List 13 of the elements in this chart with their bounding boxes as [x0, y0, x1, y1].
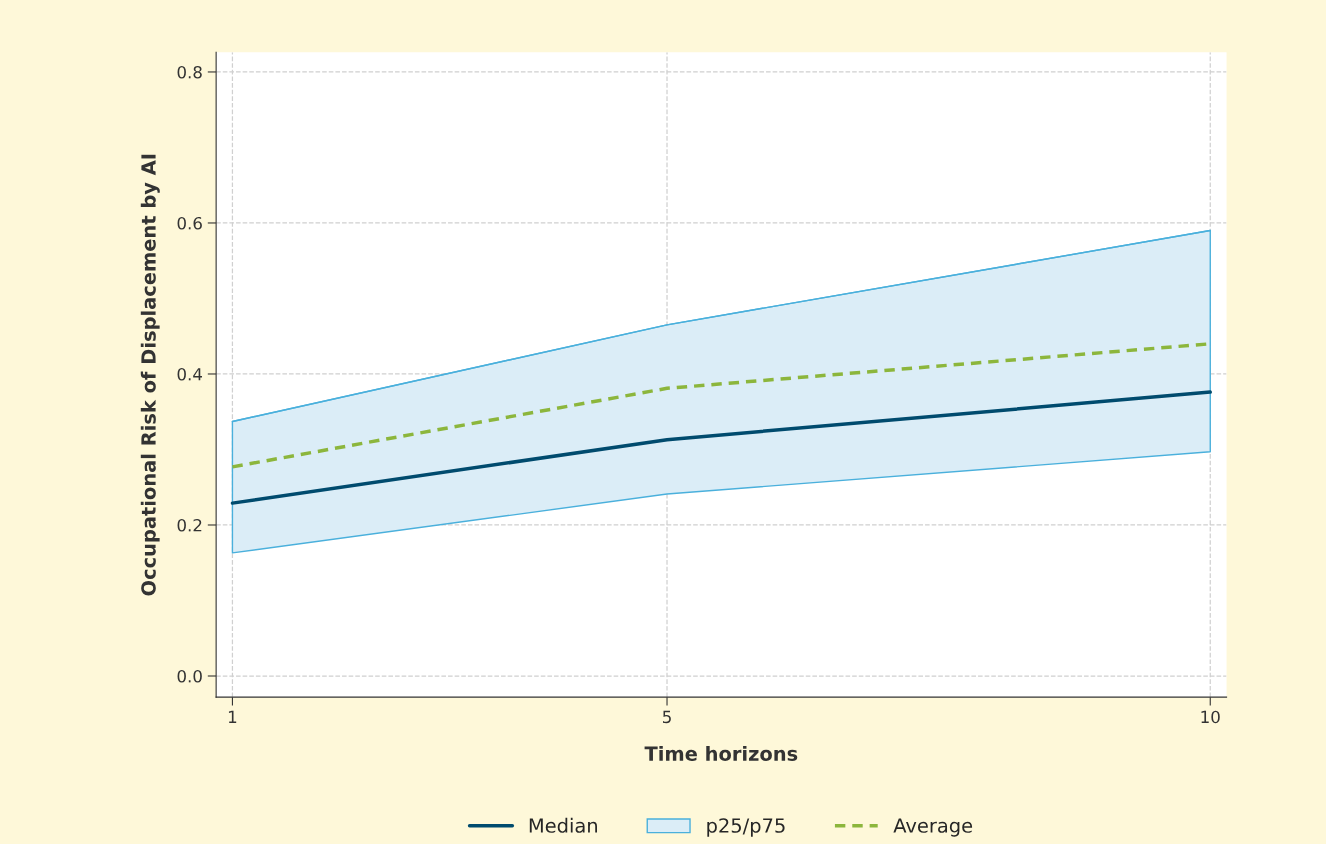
legend-label: p25/p75 — [707, 818, 785, 837]
y-tick-label: 0.2 — [177, 518, 202, 532]
x-axis-title: Time horizons — [644, 745, 798, 761]
x-tick-label: 1 — [228, 710, 237, 723]
legend-label: Average — [893, 818, 973, 837]
x-tick-label: 5 — [663, 710, 671, 724]
y-tick-label: 0.4 — [177, 367, 203, 381]
y-tick-label: 0.8 — [177, 65, 202, 79]
y-tick-label: 0.0 — [177, 669, 202, 683]
x-tick-label: 10 — [1201, 710, 1220, 724]
legend-label: Median — [529, 817, 597, 833]
y-axis-title: Occupational Risk of Displacement by AI — [140, 154, 160, 596]
y-tick-label: 0.6 — [177, 216, 202, 230]
